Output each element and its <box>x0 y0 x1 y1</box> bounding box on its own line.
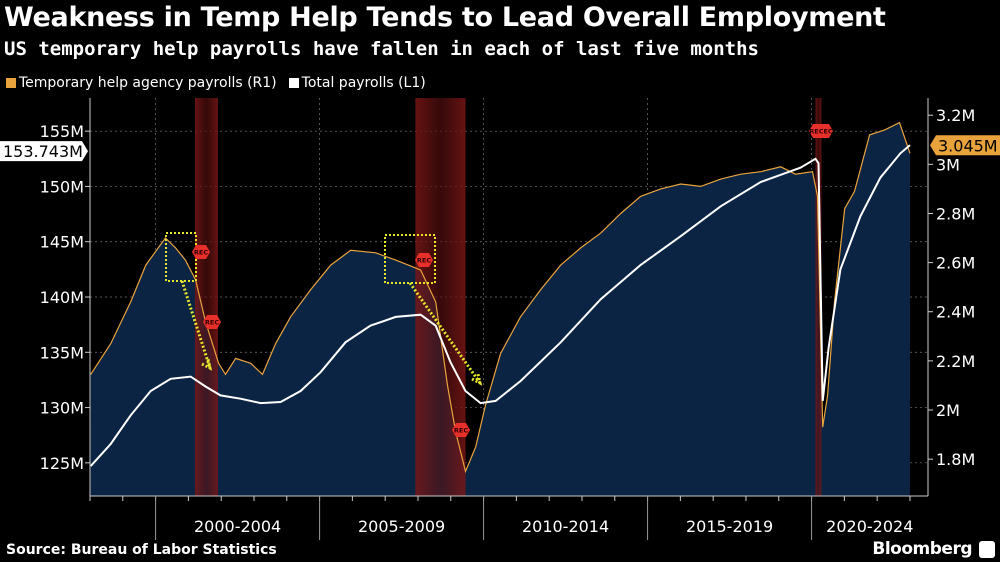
x-tick-label: 2015-2019 <box>686 517 773 536</box>
recession-marker-label: REC <box>205 319 219 327</box>
right-tick-label: 1.8M <box>936 450 975 469</box>
source-note: Source: Bureau of Labor Statistics <box>6 542 277 558</box>
trend-arrow <box>180 280 212 369</box>
right-tick-label: 2.6M <box>936 254 975 273</box>
recession-marker <box>203 315 221 329</box>
recession-band <box>194 98 218 496</box>
temp-help-area <box>90 122 911 496</box>
recession-marker <box>809 124 833 138</box>
left-tick-label: 140M <box>40 288 84 307</box>
legend-label-temp: Temporary help agency payrolls (R1) <box>19 75 277 91</box>
recession-marker-label: REC <box>454 427 468 435</box>
recession-band <box>815 98 822 496</box>
bloomberg-logo: Bloomberg <box>872 539 972 559</box>
recession-marker-label: REC <box>194 249 208 257</box>
left-tick-label: 130M <box>40 399 84 418</box>
recession-marker <box>452 423 470 437</box>
legend-item-temp: Temporary help agency payrolls (R1) <box>6 75 277 91</box>
right-tick-label: 2.2M <box>936 352 975 371</box>
right-tick-label: 2.8M <box>936 204 975 223</box>
right-tick-label: 2M <box>936 401 960 420</box>
recession-marker <box>192 245 210 259</box>
trend-arrow <box>408 282 482 384</box>
recession-marker-label: REC <box>417 257 431 265</box>
x-tick-label: 2000-2004 <box>194 517 281 536</box>
left-tick-label: 135M <box>40 343 84 362</box>
temp-last-value-label: 3.045M <box>938 136 998 155</box>
left-tick-label: 155M <box>40 122 84 141</box>
left-tick-label: 150M <box>40 177 84 196</box>
trend-arrowhead <box>471 373 483 386</box>
total-last-value-badge <box>0 141 88 162</box>
chart-title: Weakness in Temp Help Tends to Lead Over… <box>4 2 886 33</box>
x-tick-label: 2010-2014 <box>522 517 609 536</box>
right-tick-label: 3M <box>936 155 960 174</box>
legend-item-total: Total payrolls (L1) <box>288 75 426 91</box>
recession-marker <box>415 253 433 267</box>
highlight-box <box>384 234 436 284</box>
chart-subtitle: US temporary help payrolls have fallen i… <box>4 38 759 60</box>
legend-swatch-temp <box>6 78 16 88</box>
legend-label-total: Total payrolls (L1) <box>301 75 426 91</box>
temp-help-line <box>90 121 911 474</box>
left-tick-label: 145M <box>40 233 84 252</box>
bloomberg-terminal-icon <box>979 541 995 558</box>
total-last-value-label: 153.743M <box>3 142 83 161</box>
right-tick-label: 3.2M <box>936 106 975 125</box>
right-tick-label: 2.4M <box>936 303 975 322</box>
x-tick-label: 2005-2009 <box>358 517 445 536</box>
trend-arrowhead <box>201 358 213 371</box>
temp-last-value-badge <box>930 135 1000 156</box>
legend: Temporary help agency payrolls (R1) Tota… <box>6 75 426 91</box>
total-payrolls-line <box>89 144 911 467</box>
x-tick-label: 2020-2024 <box>826 517 913 536</box>
recession-marker-label: RECEC <box>809 128 833 136</box>
left-tick-label: 125M <box>40 454 84 473</box>
legend-swatch-total <box>288 78 299 88</box>
